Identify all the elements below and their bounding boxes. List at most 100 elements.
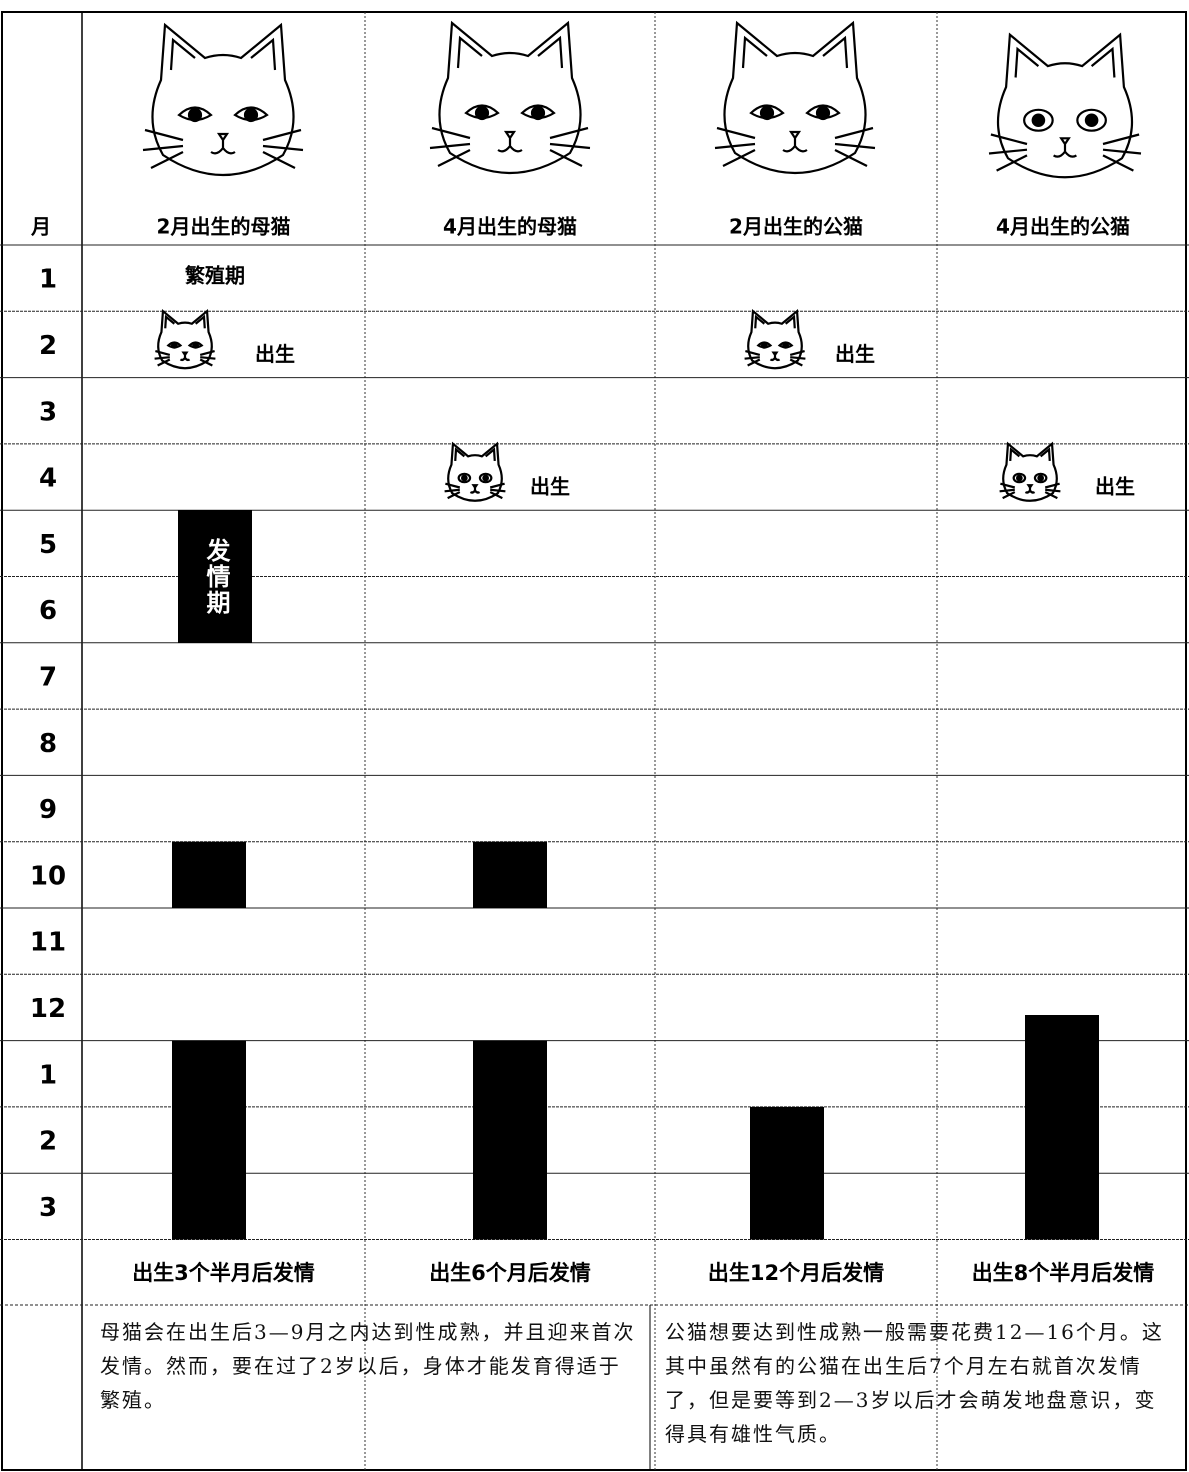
cat-mouth: [469, 484, 481, 494]
cat-ear-inner: [164, 314, 206, 329]
month-label: 11: [30, 928, 66, 958]
cat-mouth: [1024, 484, 1036, 494]
cat-pupil: [760, 342, 768, 349]
cat-face: [999, 441, 1061, 502]
cat-mouth: [1052, 137, 1078, 158]
cat-ear-inner: [1009, 447, 1051, 461]
estrus-bar: [1025, 1015, 1099, 1240]
cat-pupil: [1084, 113, 1099, 128]
estrus-bar: [473, 1040, 547, 1240]
cat-head: [723, 20, 867, 175]
cat-eye: [457, 472, 472, 484]
cat-pupil: [759, 105, 775, 121]
cat-whiskers: [988, 133, 1142, 172]
month-label: 2: [39, 331, 57, 361]
cat-pupil: [1015, 474, 1023, 482]
note: 母猫会在出生后3—9月之内达到性成熟，并且迎来首次发情。然而，要在过了2岁以后，…: [100, 1320, 636, 1412]
cat-pupil: [1031, 113, 1046, 128]
cat-ear-inner: [1014, 46, 1116, 78]
month-label: 4: [39, 464, 57, 494]
cat-face: [714, 20, 876, 175]
estrus-bar: [172, 1040, 246, 1240]
cat-mouth: [497, 130, 523, 153]
cat-eye: [177, 106, 269, 122]
cat-ear-inner: [754, 314, 796, 329]
month-label: 9: [39, 795, 57, 825]
birth-label: 出生: [835, 342, 875, 366]
cat-eye: [749, 104, 841, 120]
frame: [1, 11, 1187, 1471]
cat-whiskers: [714, 126, 876, 167]
month-label: 2: [39, 1127, 57, 1157]
cat-eye: [478, 472, 493, 484]
cat-whiskers: [429, 126, 591, 167]
cat-whiskers: [154, 350, 216, 367]
month-label: 12: [30, 994, 66, 1024]
column-header: 2月出生的公猫: [729, 215, 863, 239]
cat-face: [154, 308, 216, 370]
cat-face: [444, 441, 506, 502]
cat-pupil: [460, 474, 468, 482]
month-label: 8: [39, 729, 57, 759]
cat-ear-inner: [741, 35, 849, 69]
cat-face: [744, 308, 806, 370]
birth-label: 出生: [1095, 474, 1135, 498]
cat-face: [988, 32, 1142, 179]
cat-whiskers: [444, 482, 506, 500]
cat-ear-inner: [169, 37, 277, 71]
cat-whiskers: [142, 128, 304, 169]
month-label: 10: [30, 861, 66, 891]
cat-face: [142, 22, 304, 177]
birth-label: 出生: [255, 342, 295, 366]
cat-eye: [1076, 108, 1107, 132]
estrus-bar: [172, 841, 246, 908]
cat-head: [151, 22, 295, 177]
cat-pupil: [170, 342, 178, 349]
cat-pupil: [187, 107, 203, 123]
cat-eye: [464, 104, 556, 120]
month-label: 3: [39, 397, 57, 427]
cat-ear-inner: [456, 35, 564, 69]
cat-mouth: [769, 351, 781, 362]
cat-head: [996, 32, 1134, 179]
cat-pupil: [482, 474, 490, 482]
column-header: 4月出生的母猫: [443, 215, 577, 239]
cat-pupil: [815, 105, 831, 121]
month-label: 1: [39, 265, 57, 295]
month-label: 6: [39, 596, 57, 626]
cat-eye: [1023, 108, 1054, 132]
cat-whiskers: [744, 350, 806, 367]
cat-pupil: [1037, 474, 1045, 482]
cat-mouth: [210, 132, 236, 155]
cat-eye: [1033, 472, 1048, 484]
cat-face: [429, 20, 591, 175]
estrus-bar: [178, 510, 252, 643]
cat-pupil: [243, 107, 259, 123]
cat-pupil: [192, 342, 200, 349]
month-label: 1: [39, 1060, 57, 1090]
column-header: 4月出生的公猫: [996, 215, 1130, 239]
month-header: 月: [30, 215, 51, 239]
summary: 出生6个月后发情: [429, 1261, 591, 1285]
cat-ear-inner: [454, 447, 496, 461]
cat-mouth: [782, 130, 808, 153]
month-label: 7: [39, 662, 57, 692]
cat-pupil: [782, 342, 790, 349]
birth-label: 出生: [530, 474, 570, 498]
month-label: 3: [39, 1193, 57, 1223]
cat-head: [438, 20, 582, 175]
summary: 出生12个月后发情: [708, 1261, 884, 1285]
month-label: 5: [39, 530, 57, 560]
cat-eye: [1012, 472, 1027, 484]
estrus-bar: [473, 841, 547, 908]
summary: 出生8个半月后发情: [972, 1261, 1155, 1285]
cat-pupil: [530, 105, 546, 121]
estrus-bar: [750, 1106, 824, 1240]
summary: 出生3个半月后发情: [132, 1261, 315, 1285]
cat-whiskers: [999, 482, 1061, 500]
column-header: 2月出生的母猫: [157, 215, 291, 239]
cat-mouth: [179, 351, 191, 362]
cat-pupil: [474, 105, 490, 121]
